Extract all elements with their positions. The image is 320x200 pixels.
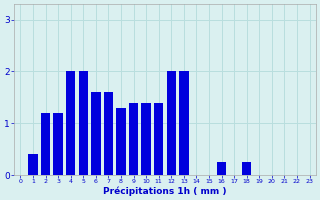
Bar	[179, 71, 188, 175]
Bar	[104, 92, 113, 175]
Bar	[91, 92, 100, 175]
Bar	[116, 108, 126, 175]
Bar	[154, 103, 164, 175]
Bar	[166, 71, 176, 175]
Bar	[53, 113, 63, 175]
Bar	[217, 162, 226, 175]
Bar	[141, 103, 151, 175]
Bar	[78, 71, 88, 175]
Bar	[129, 103, 138, 175]
Bar	[28, 154, 38, 175]
X-axis label: Précipitations 1h ( mm ): Précipitations 1h ( mm )	[103, 186, 227, 196]
Bar	[41, 113, 50, 175]
Bar	[242, 162, 252, 175]
Bar	[66, 71, 76, 175]
